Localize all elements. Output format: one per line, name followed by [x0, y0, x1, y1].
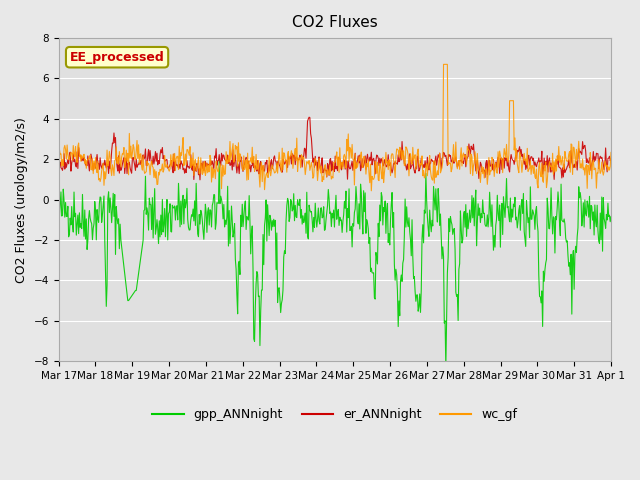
Text: EE_processed: EE_processed	[70, 51, 164, 64]
Title: CO2 Fluxes: CO2 Fluxes	[292, 15, 378, 30]
Y-axis label: CO2 Fluxes (urology/m2/s): CO2 Fluxes (urology/m2/s)	[15, 117, 28, 283]
Legend: gpp_ANNnight, er_ANNnight, wc_gf: gpp_ANNnight, er_ANNnight, wc_gf	[147, 403, 522, 426]
